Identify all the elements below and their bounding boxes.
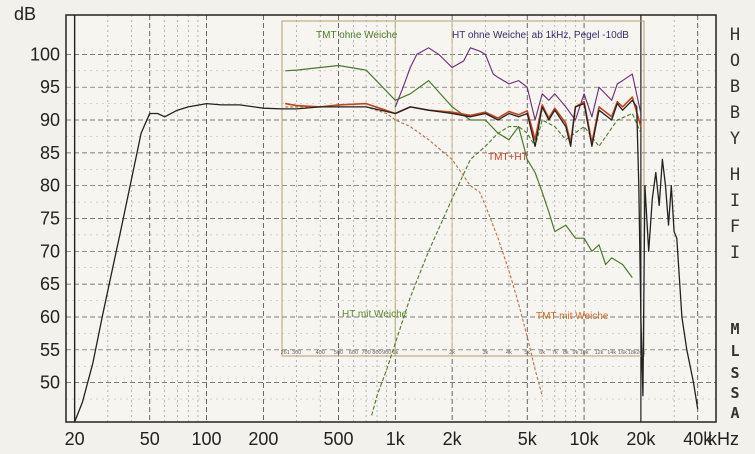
y-tick-label: 100 (30, 44, 60, 64)
y-tick-label: 85 (40, 143, 60, 163)
svg-text:L: L (730, 342, 739, 360)
inner-x-label: 20k (636, 350, 645, 356)
series-line-ht-ohne-weiche-ab-1khz-pegel-10db (394, 47, 642, 121)
y-axis-label: dB (14, 4, 36, 24)
series-line-tmt-ohne-weiche (285, 64, 633, 278)
y-axis-tick-labels: 100 95 90 85 80 75 70 65 60 55 50 (30, 44, 60, 392)
y-tick-label: 95 (40, 77, 60, 97)
svg-text:B: B (730, 103, 740, 123)
x-tick-label: 1k (386, 429, 406, 449)
inner-x-label: 600 (349, 350, 358, 356)
mlssa-logo: M L S S A (730, 320, 739, 422)
annotation-tmt-plus-ht: TMT+HT (488, 152, 528, 163)
annotation-ht-mit-weiche: HT mit Weiche (342, 309, 408, 320)
series-line-tmt-mit-weiche (285, 106, 543, 396)
svg-text:S: S (730, 384, 739, 402)
data-series (73, 47, 699, 423)
inner-x-label: 4k (506, 350, 512, 356)
inner-x-label: 800 (372, 350, 381, 356)
x-tick-label: 2k (443, 429, 463, 449)
inner-x-label: 8k (563, 350, 569, 356)
svg-text:O: O (730, 51, 740, 71)
annotation-tmt-ohne-weiche: TMT ohne Weiche (316, 30, 398, 41)
svg-text:I: I (730, 191, 740, 211)
inner-x-label: 1k (392, 350, 398, 356)
inner-x-label: 6k (539, 350, 545, 356)
inner-x-label: 900 (382, 350, 391, 356)
y-tick-label: 75 (40, 209, 60, 229)
inner-x-label: 2k (449, 350, 455, 356)
series-line-ht-mit-weiche (371, 112, 642, 416)
hobby-hifi-logo: H O B B Y H I F I (730, 25, 740, 263)
annotation-tmt-mit-weiche: TMT mit Weiche (536, 311, 609, 322)
x-tick-label: 20 (65, 429, 85, 449)
y-tick-label: 90 (40, 110, 60, 130)
svg-text:H: H (730, 25, 740, 45)
inner-x-label: 16k (618, 350, 627, 356)
inner-x-label: 14k (607, 350, 616, 356)
inner-x-label: 9k (573, 350, 579, 356)
annotation-ht-ohne-weiche: HT ohne Weiche, ab 1kHz, Pegel -10dB (452, 30, 629, 41)
y-tick-label: 65 (40, 274, 60, 294)
inner-x-label: 261 (281, 350, 290, 356)
x-axis-unit: kHz (708, 429, 739, 449)
svg-text:A: A (730, 404, 739, 422)
y-tick-label: 55 (40, 340, 60, 360)
x-tick-label: 100 (192, 429, 222, 449)
inner-x-label: 18k (628, 350, 637, 356)
y-tick-label: 50 (40, 373, 60, 393)
inner-x-label: 5k (524, 350, 530, 356)
inner-x-label: 10k (580, 350, 589, 356)
svg-text:B: B (730, 77, 740, 97)
x-tick-label: 20k (626, 429, 656, 449)
x-tick-label: 5k (518, 429, 538, 449)
x-axis-tick-labels: 20 50 100 200 500 1k 2k 5k 10k 20k 40k (65, 429, 714, 449)
inner-x-label: 700 (361, 350, 370, 356)
x-tick-label: 10k (570, 429, 600, 449)
svg-text:F: F (730, 217, 740, 237)
inner-x-label: 400 (316, 350, 325, 356)
inner-plot-area (281, 20, 645, 357)
plot-frame (65, 14, 717, 423)
svg-text:Y: Y (730, 129, 740, 149)
inner-x-label: 12k (595, 350, 604, 356)
svg-text:M: M (730, 320, 739, 338)
inner-x-label: 300 (292, 350, 301, 356)
inner-x-label: 7k (552, 350, 558, 356)
x-tick-label: 40k (683, 429, 713, 449)
svg-text:H: H (730, 165, 740, 185)
x-tick-label: 200 (248, 429, 278, 449)
x-tick-label: 500 (323, 429, 353, 449)
x-tick-label: 50 (140, 429, 160, 449)
grid (66, 15, 717, 422)
y-tick-label: 60 (40, 307, 60, 327)
y-tick-label: 70 (40, 241, 60, 261)
y-tick-label: 80 (40, 176, 60, 196)
svg-text:S: S (730, 364, 739, 382)
inner-x-label: 3k (482, 350, 488, 356)
series-line-overall (73, 99, 699, 423)
svg-text:I: I (730, 243, 740, 263)
inner-x-label: 500 (334, 350, 343, 356)
inner-frequency-labels: 261 300 400 500 600 700 800 900 1k 2k 3k 4k 5k 6k 7k 8k… (281, 350, 646, 356)
